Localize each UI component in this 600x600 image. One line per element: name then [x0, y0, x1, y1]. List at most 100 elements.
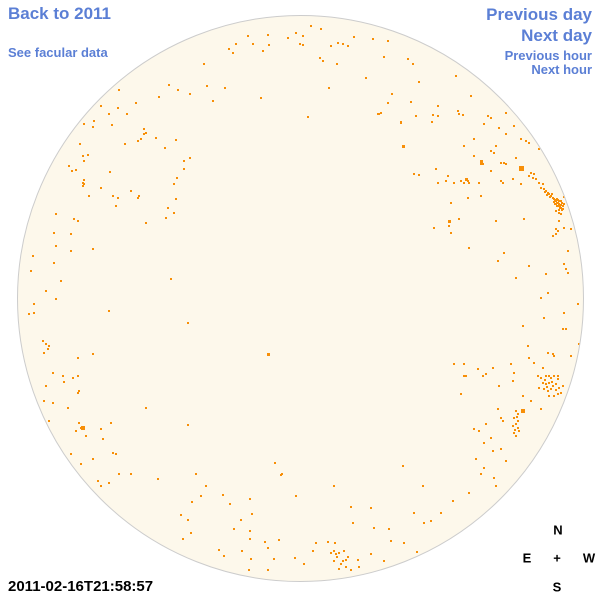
facula-dot: [557, 199, 561, 203]
facula-dot: [86, 153, 90, 157]
facula-dot: [306, 115, 310, 119]
facula-dot: [479, 194, 483, 198]
facula-dot: [175, 176, 179, 180]
facula-dot: [446, 174, 450, 178]
facula-dot: [144, 221, 148, 225]
facula-dot: [551, 234, 555, 238]
facula-dot: [521, 324, 525, 328]
facula-dot: [557, 211, 561, 215]
facula-dot: [464, 177, 468, 181]
facula-dot: [489, 436, 493, 440]
facula-dot: [421, 484, 425, 488]
facula-dot: [222, 554, 226, 558]
facula-dot: [556, 377, 560, 381]
facula-dot: [439, 511, 443, 515]
facula-dot: [167, 83, 171, 87]
facula-dot: [298, 42, 302, 46]
facula-dot: [532, 172, 536, 176]
facula-dot: [74, 429, 78, 433]
facula-dot: [552, 200, 556, 204]
facula-dot: [482, 122, 486, 126]
facula-dot: [59, 279, 63, 283]
facula-dot: [334, 552, 338, 556]
facula-dot: [372, 526, 376, 530]
facula-dot: [512, 124, 516, 128]
facula-dot: [550, 192, 554, 196]
facula-dot: [107, 112, 111, 116]
facula-dot: [516, 419, 520, 423]
facula-dot: [564, 327, 568, 331]
facula-dot: [512, 371, 516, 375]
facula-dot: [342, 549, 346, 553]
facula-dot: [527, 141, 531, 145]
facula-dot: [163, 146, 167, 150]
facula-dot: [544, 382, 548, 386]
facula-dot: [261, 49, 265, 53]
facula-dot: [172, 211, 176, 215]
facula-dot: [344, 558, 348, 562]
facula-dot: [529, 399, 533, 403]
facula-dot: [531, 176, 535, 180]
facula-dot: [561, 204, 565, 208]
facula-dot: [412, 511, 416, 515]
facula-dot: [249, 557, 253, 561]
facula-dot: [319, 27, 323, 31]
facula-dot: [512, 431, 516, 435]
facula-dot: [51, 401, 55, 405]
facula-dot: [504, 111, 508, 115]
facula-dot: [42, 351, 46, 355]
facula-dot: [52, 231, 56, 235]
facula-dot: [27, 312, 31, 316]
facula-dot: [539, 186, 543, 190]
facula-dot: [109, 421, 113, 425]
see-facular-data-link[interactable]: See facular data: [8, 45, 108, 60]
facula-dot: [527, 264, 531, 268]
facula-dot: [139, 137, 143, 141]
facula-dot: [164, 216, 168, 220]
facula-dot: [502, 251, 506, 255]
facula-dot: [280, 472, 284, 476]
facula-dot: [71, 376, 75, 380]
facula-dot: [544, 374, 548, 378]
facula-dot: [142, 127, 146, 131]
facula-dot: [332, 559, 336, 563]
facula-dot: [386, 101, 390, 105]
facula-dot: [61, 374, 65, 378]
facula-dot: [492, 151, 496, 155]
facula-dot: [352, 35, 356, 39]
facula-dot: [499, 179, 503, 183]
facula-dot: [311, 549, 315, 553]
facula-dot: [559, 212, 563, 216]
previous-hour-link[interactable]: Previous hour: [504, 48, 592, 63]
facula-dot: [81, 184, 85, 188]
facula-dot: [417, 173, 421, 177]
next-hour-link[interactable]: Next hour: [531, 62, 592, 77]
compass-south-label: S: [552, 579, 562, 595]
facula-dot: [182, 159, 186, 163]
facula-dot: [557, 202, 561, 206]
facula-dot: [544, 272, 548, 276]
facula-dot: [479, 472, 483, 476]
facula-dot: [52, 261, 56, 265]
facula-dot: [562, 262, 566, 266]
next-day-link[interactable]: Next day: [521, 26, 592, 45]
facula-dot: [84, 434, 88, 438]
facula-dot: [462, 374, 466, 378]
facula-dot: [457, 112, 461, 116]
back-to-year-link[interactable]: Back to 2011: [8, 4, 112, 23]
facula-dot: [494, 219, 498, 223]
facula-dot: [499, 447, 503, 451]
facula-dot: [457, 217, 461, 221]
facula-dot: [559, 206, 563, 210]
facula-dot: [176, 88, 180, 92]
previous-day-link[interactable]: Previous day: [486, 5, 592, 24]
facula-dot: [250, 512, 254, 516]
facula-dot: [47, 344, 51, 348]
facula-dot: [99, 484, 103, 488]
facula-dot: [482, 466, 486, 470]
facula-dot: [537, 147, 541, 151]
facula-dot: [341, 42, 345, 46]
facula-dot: [557, 208, 561, 212]
facula-dot: [553, 198, 557, 202]
facula-dot: [376, 112, 380, 116]
